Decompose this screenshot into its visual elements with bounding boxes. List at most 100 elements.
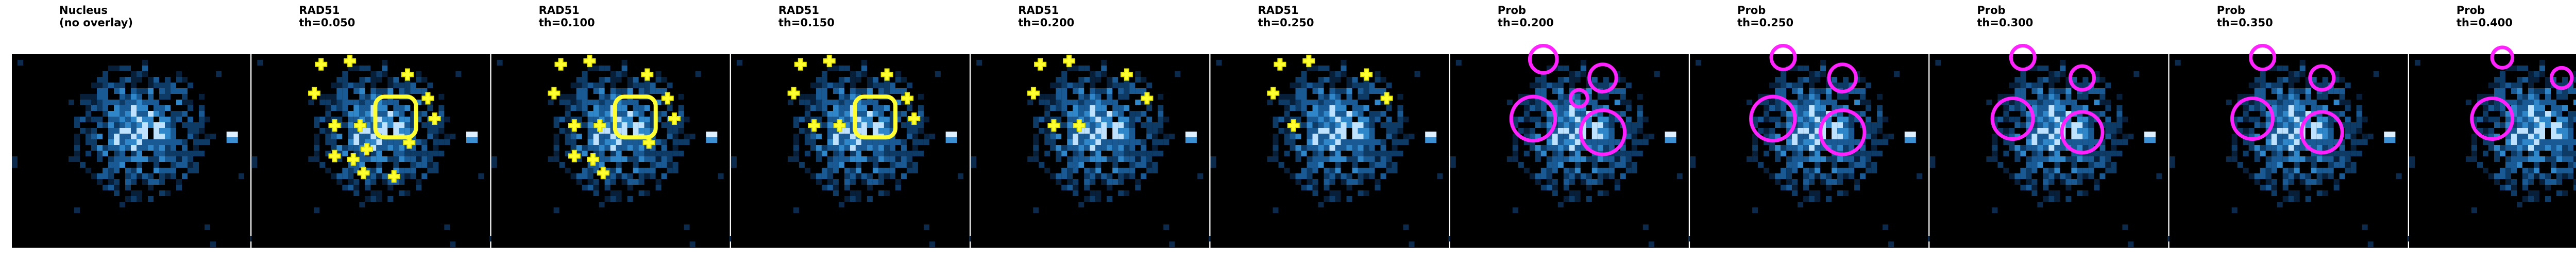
pixel — [2260, 105, 2266, 111]
pixel — [2082, 190, 2089, 196]
pixel — [331, 100, 337, 105]
pixel — [2071, 100, 2077, 105]
pixel — [336, 156, 343, 162]
pixel — [2099, 88, 2106, 94]
pixel — [1569, 77, 1575, 83]
pixel — [672, 122, 679, 128]
pixel — [2316, 94, 2323, 100]
pixel — [1107, 117, 1113, 122]
pixel — [142, 122, 148, 128]
pixel — [2065, 88, 2072, 94]
pixel — [1044, 151, 1050, 156]
pixel — [1129, 122, 1136, 128]
pixel — [2048, 196, 2055, 202]
pixel — [404, 190, 411, 196]
pixel — [103, 111, 108, 117]
pixel — [137, 122, 142, 128]
pixel — [1312, 162, 1318, 168]
pixel — [582, 145, 588, 151]
pixel — [1095, 196, 1101, 202]
pixel — [159, 117, 165, 122]
pixel — [1090, 145, 1096, 151]
pixel — [2483, 168, 2488, 173]
pixel — [1820, 179, 1826, 185]
pixel — [1112, 77, 1118, 83]
pixel — [1815, 88, 1821, 94]
pixel — [604, 105, 611, 111]
pixel — [1523, 105, 1530, 111]
pixel — [1535, 117, 1541, 122]
pixel — [171, 139, 176, 145]
pixel — [2043, 168, 2049, 173]
panel-title: th=0.150 — [778, 17, 835, 29]
pixel — [2277, 151, 2283, 156]
pixel — [2060, 100, 2066, 105]
pixel — [2026, 100, 2032, 105]
pixel — [2014, 94, 2021, 100]
pixel — [1392, 122, 1398, 128]
pixel — [2568, 156, 2573, 162]
pixel — [1095, 94, 1101, 100]
pixel — [1769, 100, 1775, 105]
pixel — [348, 111, 354, 117]
pixel — [1786, 83, 1792, 88]
pixel — [2054, 173, 2060, 179]
pixel — [148, 100, 154, 105]
pixel — [1580, 105, 1586, 111]
pixel — [2568, 145, 2573, 151]
pixel — [314, 117, 320, 122]
pixel — [878, 117, 884, 122]
pixel — [850, 83, 856, 88]
pixel — [1278, 162, 1284, 168]
pixel — [1273, 156, 1279, 162]
pixel — [348, 173, 354, 179]
pixel — [137, 145, 142, 151]
pixel — [342, 122, 348, 128]
pixel — [1375, 117, 1381, 122]
pixel — [2122, 139, 2128, 145]
pixel — [1935, 60, 1941, 66]
pixel — [1295, 173, 1301, 179]
pixel — [895, 185, 901, 190]
panel-title: RAD51 — [539, 4, 580, 17]
pixel — [1118, 151, 1124, 156]
pixel — [216, 71, 222, 77]
pixel — [120, 156, 125, 162]
pixel — [2483, 100, 2488, 105]
pixel — [2305, 196, 2311, 202]
pixel — [365, 134, 371, 139]
pixel — [1781, 94, 1787, 100]
pixel — [342, 77, 348, 83]
pixel — [1124, 83, 1130, 88]
pixel — [1056, 179, 1062, 185]
pixel — [365, 128, 371, 134]
pixel — [878, 168, 884, 173]
pixel — [1090, 88, 1096, 94]
pixel — [2316, 173, 2323, 179]
pixel — [2551, 100, 2556, 105]
pixel — [2294, 139, 2300, 145]
pixel — [655, 77, 662, 83]
pixel — [1312, 156, 1318, 162]
pixel — [1129, 173, 1136, 179]
pixel — [1809, 134, 1815, 139]
pixel — [1523, 168, 1530, 173]
pixel — [1078, 162, 1084, 168]
pixel — [1809, 173, 1815, 179]
pixel — [1781, 105, 1787, 111]
pixel — [1273, 134, 1279, 139]
pixel — [1090, 100, 1096, 105]
pixel — [576, 105, 582, 111]
pixel — [1781, 83, 1787, 88]
pixel — [1112, 151, 1118, 156]
pixel — [2254, 105, 2260, 111]
pixel — [861, 179, 867, 185]
pixel — [1603, 117, 1609, 122]
pixel — [2231, 139, 2238, 145]
pixel — [2122, 117, 2128, 122]
pixel — [2271, 128, 2277, 134]
pixel — [1866, 122, 1872, 128]
pixel — [1758, 94, 1764, 100]
pixel — [171, 134, 176, 139]
pixel — [816, 94, 822, 100]
